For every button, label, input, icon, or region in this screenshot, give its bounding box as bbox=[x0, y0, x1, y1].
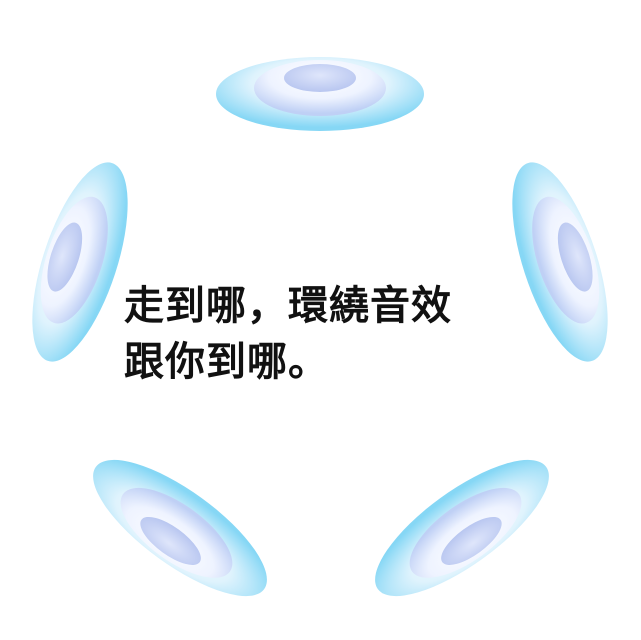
speaker-bottom-left-icon bbox=[74, 436, 286, 620]
speaker-top-icon bbox=[216, 57, 424, 131]
headline-line-1: 走到哪，環繞音效 bbox=[124, 283, 452, 329]
speaker-bottom-right-icon bbox=[356, 436, 568, 620]
headline-line-2: 跟你到哪。 bbox=[124, 339, 329, 385]
headline: 走到哪，環繞音效 跟你到哪。 bbox=[124, 278, 524, 390]
